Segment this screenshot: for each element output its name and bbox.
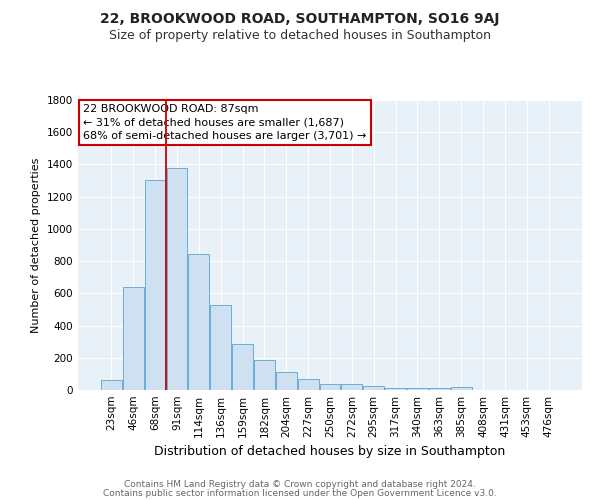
Bar [188,254,209,390]
X-axis label: Distribution of detached houses by size in Southampton: Distribution of detached houses by size … [154,446,506,458]
Y-axis label: Number of detached properties: Number of detached properties [31,158,41,332]
Bar [429,388,450,390]
Bar [407,388,428,390]
Bar [341,384,362,390]
Bar [385,388,406,390]
Text: Contains public sector information licensed under the Open Government Licence v3: Contains public sector information licen… [103,489,497,498]
Text: 22 BROOKWOOD ROAD: 87sqm
← 31% of detached houses are smaller (1,687)
68% of sem: 22 BROOKWOOD ROAD: 87sqm ← 31% of detach… [83,104,367,141]
Bar [167,168,187,390]
Bar [364,386,384,390]
Bar [123,287,143,390]
Bar [298,378,319,390]
Bar [320,384,340,390]
Text: Contains HM Land Registry data © Crown copyright and database right 2024.: Contains HM Land Registry data © Crown c… [124,480,476,489]
Bar [145,180,166,390]
Bar [254,360,275,390]
Text: 22, BROOKWOOD ROAD, SOUTHAMPTON, SO16 9AJ: 22, BROOKWOOD ROAD, SOUTHAMPTON, SO16 9A… [100,12,500,26]
Bar [210,306,231,390]
Bar [232,344,253,390]
Bar [101,380,122,390]
Bar [276,372,296,390]
Bar [451,387,472,390]
Text: Size of property relative to detached houses in Southampton: Size of property relative to detached ho… [109,29,491,42]
